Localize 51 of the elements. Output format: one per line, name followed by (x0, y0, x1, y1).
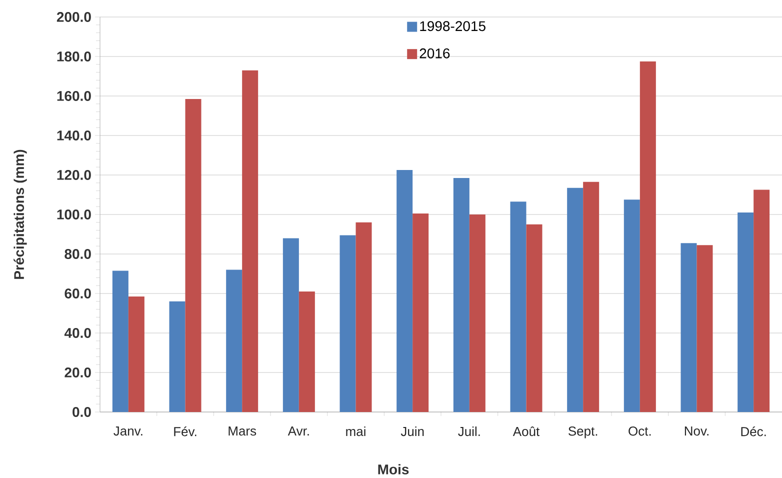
bar (340, 235, 356, 412)
bar (356, 222, 372, 412)
bar (754, 190, 770, 412)
bar (298, 292, 315, 412)
bar (226, 270, 242, 412)
bar (282, 238, 299, 412)
y-tick-label: 200.0 (56, 12, 91, 22)
y-tick-label: 160.0 (57, 91, 91, 101)
y-axis-title: Précipitations (mm) (14, 150, 27, 279)
bar (567, 188, 584, 412)
y-tick-label: 40.0 (64, 328, 91, 338)
x-tick-label: Mars (228, 426, 256, 436)
y-tick-label: 0.0 (72, 407, 91, 417)
bar (185, 98, 202, 412)
x-tick-label: Juin (400, 426, 424, 436)
bar (640, 61, 656, 412)
x-tick-label: Avr. (288, 426, 309, 436)
x-axis-title: Mois (378, 464, 409, 474)
bar (169, 301, 186, 412)
bar (112, 270, 128, 412)
x-tick-label: Fév. (174, 426, 196, 436)
x-tick-label: Déc. (741, 426, 766, 436)
legend-label: 1998-2015 (420, 21, 486, 32)
bar (128, 296, 144, 412)
y-tick-label: 180.0 (57, 52, 91, 62)
x-tick-label: Août (512, 426, 540, 436)
bar (696, 245, 713, 412)
y-tick-label: 20.0 (64, 368, 91, 378)
y-tick-label: 120.0 (57, 170, 91, 180)
bar (242, 70, 258, 412)
bar (680, 243, 697, 412)
y-tick-label: 80.0 (64, 249, 91, 259)
bar (469, 214, 486, 412)
bar (526, 224, 542, 412)
bar (453, 178, 470, 412)
bar (510, 202, 526, 412)
bar (738, 212, 754, 412)
legend-label: 2016 (420, 48, 450, 58)
x-tick-label: Juil. (458, 426, 480, 436)
x-tick-label: mai (346, 426, 366, 436)
bar (583, 182, 600, 412)
y-tick-label: 140.0 (57, 130, 91, 140)
bar (396, 170, 413, 412)
y-tick-label: 100.0 (57, 210, 91, 220)
x-tick-label: Sept. (568, 426, 598, 438)
x-tick-label: Nov. (684, 426, 708, 436)
x-tick-label: Janv. (114, 426, 142, 436)
x-tick-label: Oct. (628, 426, 651, 436)
bar (624, 200, 640, 412)
y-tick-label: 60.0 (64, 288, 91, 298)
bar (412, 214, 429, 412)
